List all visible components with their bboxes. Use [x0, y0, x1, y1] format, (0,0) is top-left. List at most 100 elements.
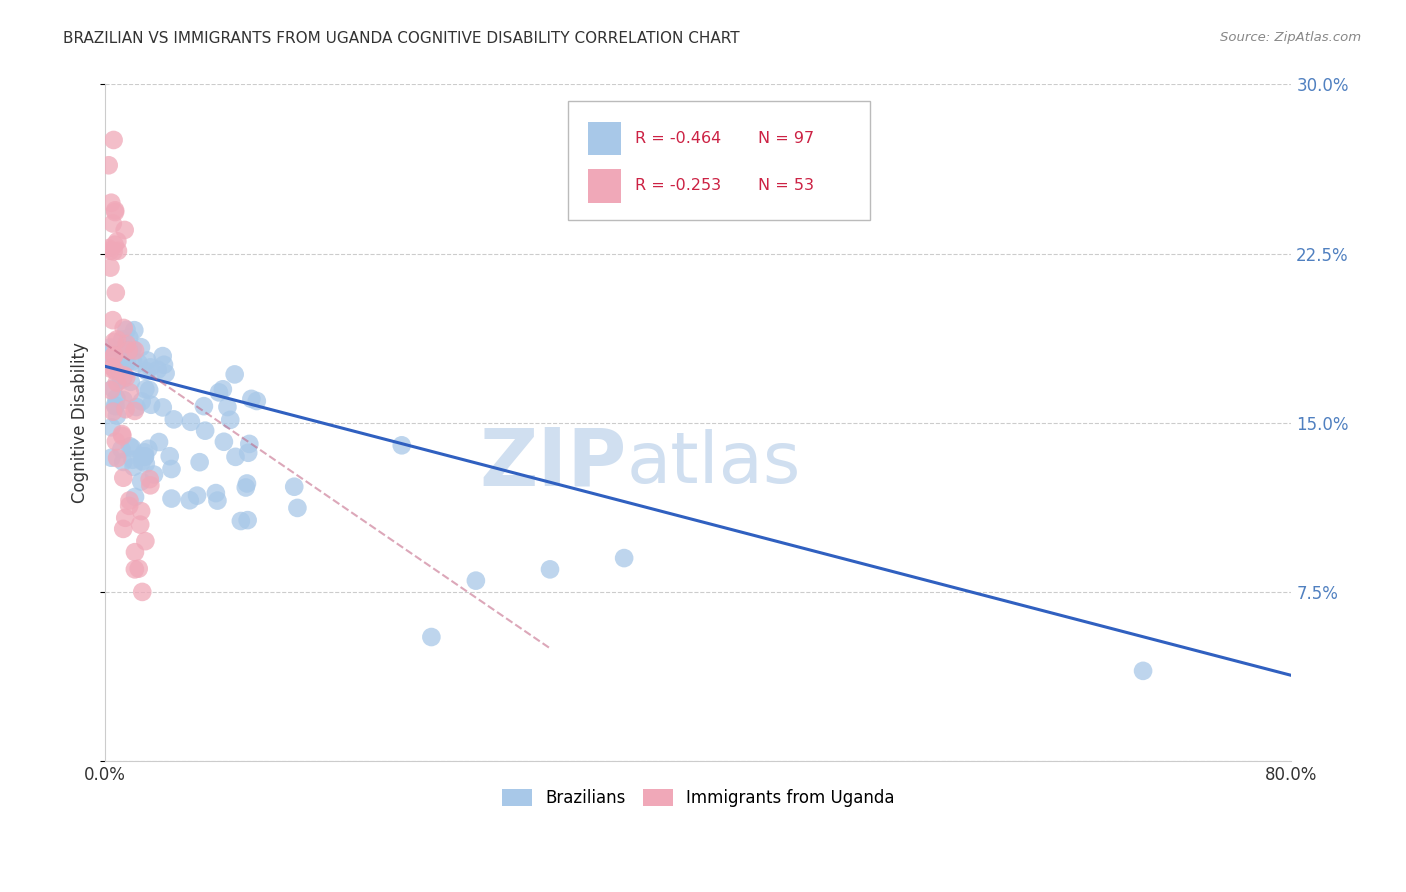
Immigrants from Uganda	[138, 472, 160, 486]
Brazilians	[121, 452, 143, 467]
Brazilians	[110, 373, 132, 387]
Immigrants from Uganda	[114, 223, 136, 237]
FancyBboxPatch shape	[568, 102, 870, 219]
Brazilians	[464, 574, 486, 588]
Immigrants from Uganda	[103, 349, 125, 363]
Brazilians	[163, 412, 186, 426]
Brazilians	[135, 457, 157, 471]
Immigrants from Uganda	[134, 534, 156, 549]
Brazilians	[129, 340, 152, 354]
Brazilians	[115, 323, 138, 337]
Brazilians	[224, 368, 246, 382]
Brazilians	[160, 462, 183, 476]
Brazilians	[121, 342, 143, 356]
Brazilians	[148, 435, 170, 450]
Brazilians	[104, 398, 127, 412]
Brazilians	[246, 394, 269, 409]
Immigrants from Uganda	[117, 343, 139, 358]
Brazilians	[219, 413, 242, 427]
Brazilians	[207, 493, 229, 508]
Immigrants from Uganda	[104, 237, 127, 252]
Brazilians	[159, 449, 181, 463]
Brazilians	[139, 360, 162, 375]
Text: ZIP: ZIP	[479, 425, 627, 502]
Immigrants from Uganda	[97, 158, 120, 172]
Immigrants from Uganda	[104, 203, 127, 218]
Brazilians	[138, 442, 160, 456]
Brazilians	[100, 450, 122, 465]
Brazilians	[287, 500, 309, 515]
Immigrants from Uganda	[124, 545, 146, 559]
Brazilians	[117, 339, 139, 353]
Brazilians	[117, 343, 139, 358]
Brazilians	[224, 450, 246, 464]
Immigrants from Uganda	[105, 235, 128, 249]
Brazilians	[124, 490, 146, 504]
Text: Source: ZipAtlas.com: Source: ZipAtlas.com	[1220, 31, 1361, 45]
Immigrants from Uganda	[115, 370, 138, 384]
Immigrants from Uganda	[129, 504, 152, 518]
Text: BRAZILIAN VS IMMIGRANTS FROM UGANDA COGNITIVE DISABILITY CORRELATION CHART: BRAZILIAN VS IMMIGRANTS FROM UGANDA COGN…	[63, 31, 740, 46]
Immigrants from Uganda	[100, 383, 122, 397]
Brazilians	[122, 354, 145, 368]
Immigrants from Uganda	[98, 244, 121, 258]
Immigrants from Uganda	[104, 364, 127, 378]
Brazilians	[110, 442, 132, 456]
Brazilians	[104, 399, 127, 413]
Brazilians	[120, 375, 142, 389]
Y-axis label: Cognitive Disability: Cognitive Disability	[72, 343, 89, 503]
Brazilians	[134, 450, 156, 464]
Brazilians	[283, 480, 305, 494]
Brazilians	[131, 454, 153, 468]
Immigrants from Uganda	[104, 285, 127, 300]
Brazilians	[188, 455, 211, 469]
Immigrants from Uganda	[97, 241, 120, 255]
Brazilians	[129, 475, 152, 489]
Brazilians	[105, 409, 128, 423]
Immigrants from Uganda	[112, 471, 135, 485]
Brazilians	[152, 349, 174, 363]
Immigrants from Uganda	[128, 561, 150, 575]
Immigrants from Uganda	[112, 522, 135, 536]
Immigrants from Uganda	[115, 337, 138, 351]
Brazilians	[111, 333, 134, 347]
Brazilians	[212, 382, 235, 396]
Brazilians	[205, 486, 228, 500]
Text: R = -0.464: R = -0.464	[636, 131, 721, 146]
Immigrants from Uganda	[112, 368, 135, 383]
Immigrants from Uganda	[107, 244, 129, 258]
Immigrants from Uganda	[100, 195, 122, 210]
Immigrants from Uganda	[101, 217, 124, 231]
Immigrants from Uganda	[131, 585, 153, 599]
Brazilians	[98, 341, 121, 355]
Brazilians	[125, 400, 148, 414]
Brazilians	[111, 372, 134, 386]
Brazilians	[179, 493, 201, 508]
Brazilians	[238, 437, 260, 451]
Brazilians	[128, 356, 150, 370]
Brazilians	[235, 481, 257, 495]
Brazilians	[391, 438, 413, 452]
Brazilians	[240, 392, 263, 406]
Brazilians	[208, 385, 231, 400]
Brazilians	[155, 366, 177, 380]
Immigrants from Uganda	[124, 404, 146, 418]
Brazilians	[110, 362, 132, 376]
Brazilians	[118, 439, 141, 453]
Brazilians	[131, 450, 153, 464]
Immigrants from Uganda	[101, 313, 124, 327]
Brazilians	[152, 401, 174, 415]
Brazilians	[134, 382, 156, 396]
Brazilians	[112, 455, 135, 469]
Immigrants from Uganda	[103, 348, 125, 362]
Brazilians	[420, 630, 443, 644]
Immigrants from Uganda	[101, 404, 124, 418]
Brazilians	[146, 363, 169, 377]
Brazilians	[100, 347, 122, 361]
Immigrants from Uganda	[105, 333, 128, 347]
Brazilians	[118, 331, 141, 345]
Brazilians	[238, 446, 260, 460]
Brazilians	[186, 489, 208, 503]
Brazilians	[193, 399, 215, 413]
Immigrants from Uganda	[129, 517, 152, 532]
